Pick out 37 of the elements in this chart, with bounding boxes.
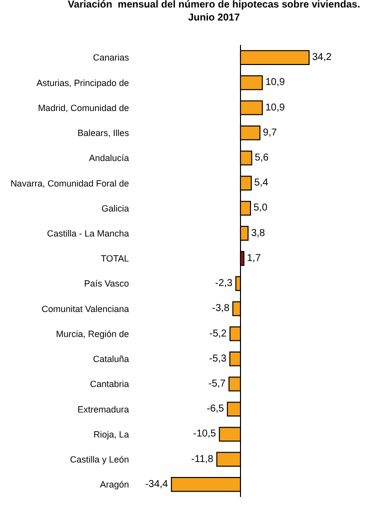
data-label: 5,0: [253, 202, 268, 214]
data-label: -5,3: [209, 353, 227, 364]
data-label: 5,4: [254, 178, 269, 189]
data-label: -2,3: [215, 278, 233, 290]
data-label: -34,4: [145, 478, 168, 490]
y-tick-label: Canarias: [92, 52, 130, 63]
data-label: -6,5: [206, 404, 224, 415]
data-label: 5,6: [254, 152, 270, 164]
y-tick-label: Cataluña: [92, 354, 129, 364]
data-label: -11,8: [191, 454, 214, 465]
y-tick-label: Castilla y León: [70, 454, 129, 464]
data-label: 3,8: [251, 228, 266, 239]
y-tick-label: Murcia, Región de: [56, 328, 129, 339]
y-tick-label: Cantabria: [90, 379, 129, 390]
y-tick-label: Andalucía: [88, 153, 129, 164]
y-tick-label: Asturias, Principado de: [36, 78, 129, 88]
data-label: 10,9: [265, 77, 286, 88]
y-tick-label: País Vasco: [84, 278, 129, 289]
y-tick-label: Galicia: [101, 203, 129, 214]
y-tick-label: Madrid, Comunidad de: [38, 102, 129, 113]
data-label: -3,8: [212, 303, 230, 314]
data-label: -5,2: [209, 328, 228, 340]
data-label: -10,5: [193, 428, 216, 440]
y-tick-label: Extremadura: [77, 404, 129, 414]
data-label: 34,2: [312, 52, 332, 64]
y-tick-label: Navarra, Comunidad Foral de: [10, 178, 129, 188]
data-label: 1,7: [246, 252, 262, 264]
data-label: 9,7: [262, 127, 278, 138]
chart-title: Variación mensual del número de hipotecas sobre viviendas. Junio 2017: [68, 0, 360, 24]
y-tick-label: Aragón: [100, 480, 129, 490]
y-tick-label: Balears, Illes: [77, 128, 130, 138]
data-label: 10,9: [265, 102, 286, 114]
y-tick-label: Comunitat Valenciana: [42, 304, 129, 314]
data-label: -5,7: [208, 378, 226, 390]
y-tick-label: TOTAL: [100, 254, 129, 264]
y-tick-label: Castilla - La Mancha: [46, 228, 129, 238]
y-tick-label: Rioja, La: [93, 429, 129, 440]
